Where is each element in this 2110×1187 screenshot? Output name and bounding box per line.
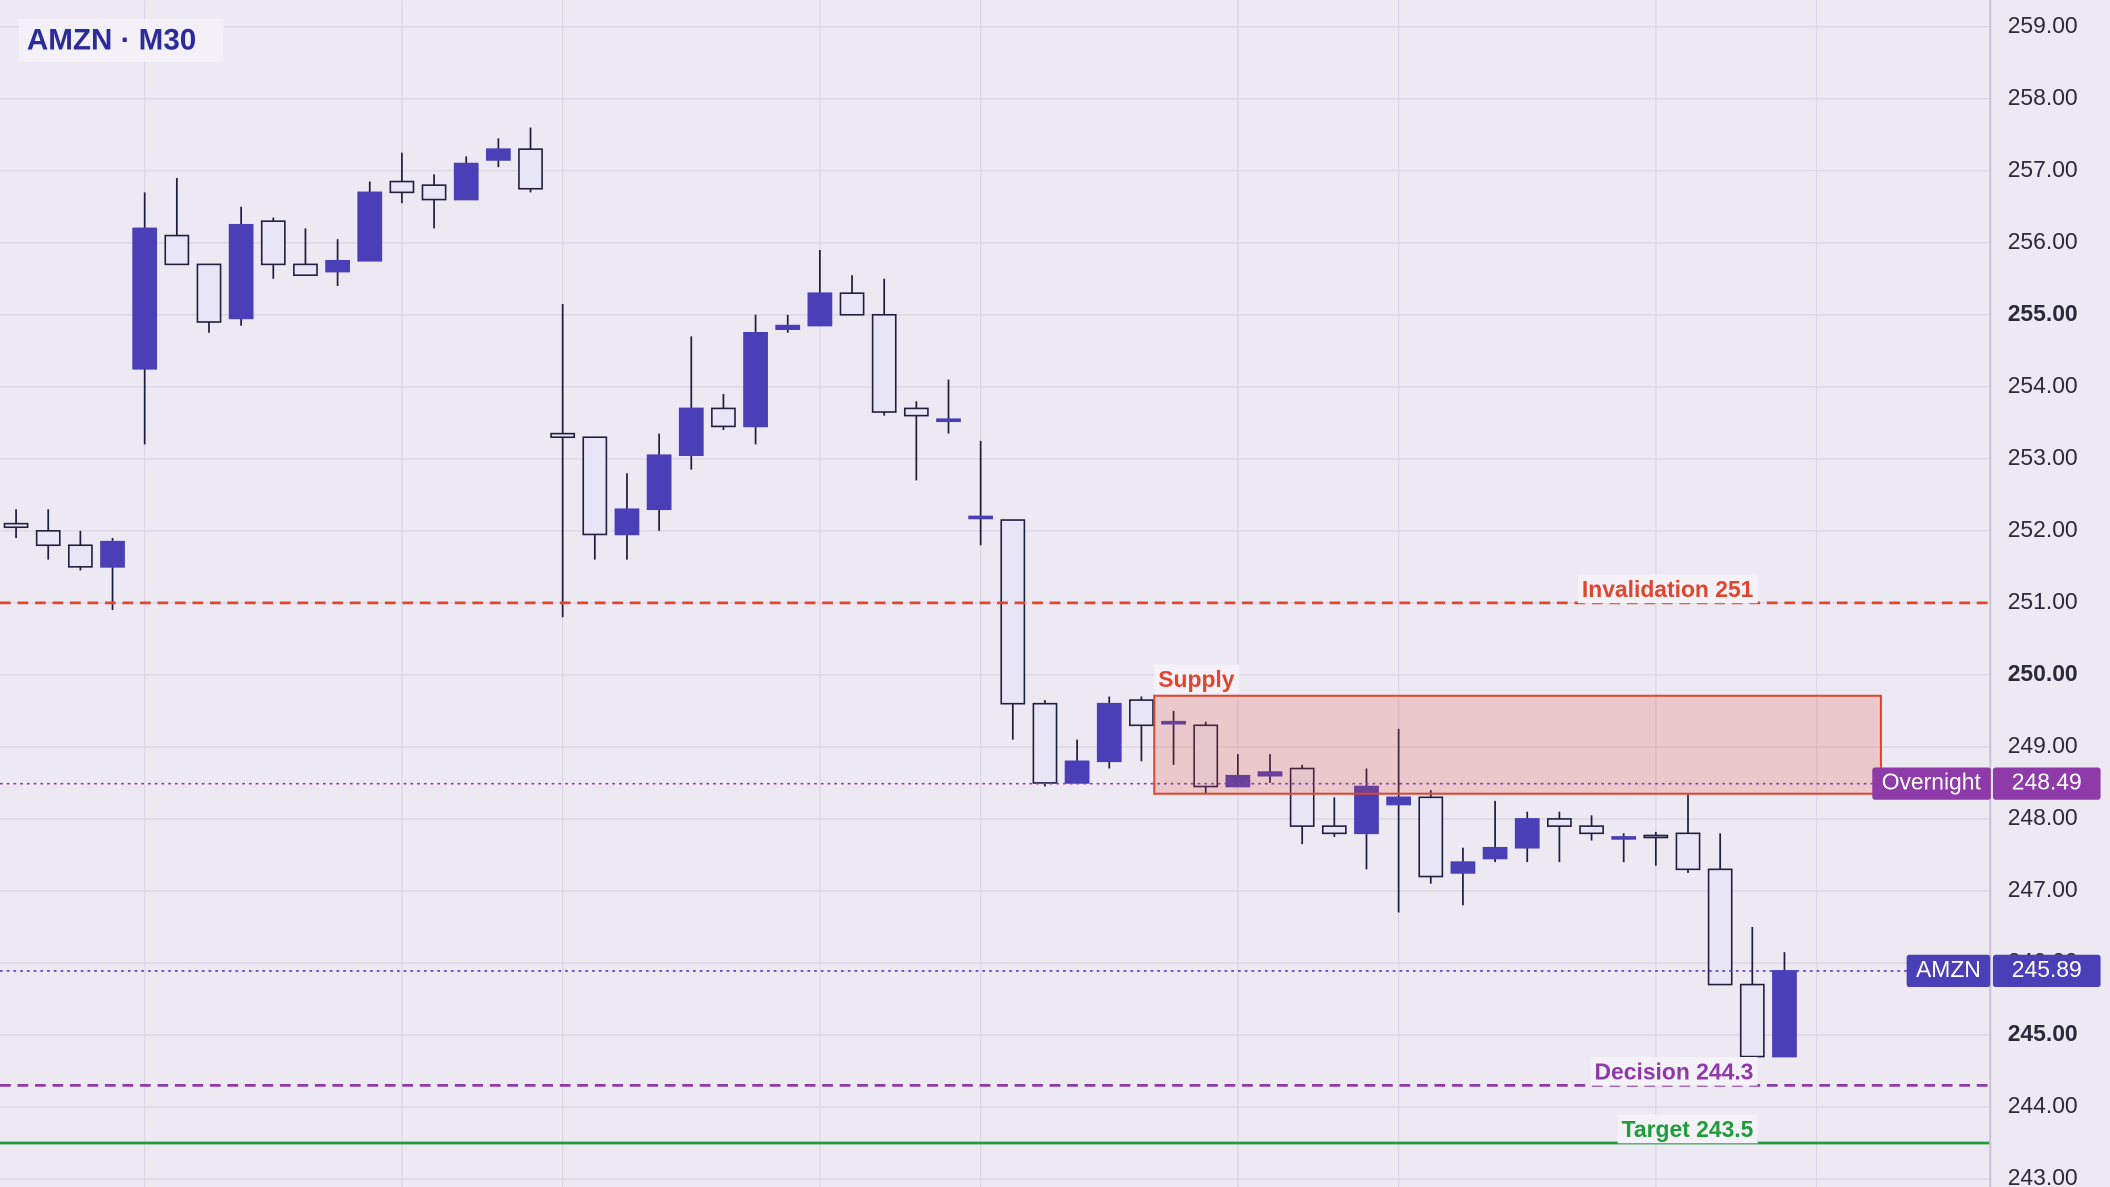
candle-body xyxy=(1579,825,1604,835)
y-tick-label: 252.00 xyxy=(2008,516,2078,542)
candle-body xyxy=(1161,720,1186,725)
candle-body xyxy=(100,540,125,568)
level-label: Decision 244.3 xyxy=(1595,1058,1754,1084)
candle-body xyxy=(550,432,576,439)
level-tag-bg xyxy=(1872,767,1991,800)
candle-body xyxy=(3,522,29,529)
candle-body xyxy=(293,263,318,276)
candle-body xyxy=(1193,724,1219,788)
candle-body xyxy=(1675,832,1701,871)
y-tick-label: 250.00 xyxy=(2008,660,2078,686)
price-tag: 248.49 xyxy=(2012,769,2082,795)
candle-body xyxy=(968,515,994,520)
y-tick-label: 258.00 xyxy=(2008,84,2078,110)
candle-body xyxy=(1000,519,1026,705)
candle-body xyxy=(67,544,93,568)
candle-body xyxy=(1707,868,1733,986)
candle-body xyxy=(1772,970,1797,1058)
y-tick-label: 259.00 xyxy=(2008,12,2078,38)
candle-body xyxy=(1386,796,1412,806)
candle-body xyxy=(1514,818,1540,849)
title-bg xyxy=(18,18,224,62)
candle-body xyxy=(132,227,158,370)
candle-body xyxy=(1739,983,1765,1058)
label-bg xyxy=(1154,664,1239,694)
candle-body xyxy=(325,259,350,273)
candle-body xyxy=(1129,699,1154,727)
candle-body xyxy=(743,331,768,428)
y-tick-label: 257.00 xyxy=(2008,156,2078,182)
level-tag: Overnight xyxy=(1882,769,1982,795)
candle-body xyxy=(1321,825,1347,835)
candle-body xyxy=(1482,846,1508,860)
y-tick-label: 253.00 xyxy=(2008,444,2078,470)
candle-body xyxy=(1225,774,1251,788)
y-tick-label: 243.00 xyxy=(2008,1164,2078,1187)
grid xyxy=(0,0,1991,1187)
label-bg xyxy=(1617,1114,1758,1144)
candle-body xyxy=(1450,861,1476,874)
chart-title: AMZN · M30 xyxy=(27,24,196,57)
candle-body xyxy=(646,454,672,511)
level-tag-bg xyxy=(1906,954,1991,988)
plot xyxy=(0,127,1991,1145)
candle-body xyxy=(1064,760,1090,784)
candle-body xyxy=(35,530,61,547)
y-tick-label: 256.00 xyxy=(2008,228,2078,254)
y-tick-label: 248.00 xyxy=(2008,804,2078,830)
candle-body xyxy=(1257,771,1283,777)
y-tick-label: 251.00 xyxy=(2008,588,2078,614)
candle-body xyxy=(389,180,415,194)
candle-body xyxy=(518,148,543,190)
candle-body xyxy=(1611,836,1637,840)
candle-body xyxy=(936,418,961,423)
price-tag-bg xyxy=(1992,954,2101,988)
candle-body xyxy=(871,313,897,413)
candle-body xyxy=(1032,702,1058,784)
candle-body xyxy=(164,234,190,266)
candle-body xyxy=(614,508,640,536)
candle-body xyxy=(357,191,383,262)
y-tick-label: 255.00 xyxy=(2008,300,2078,326)
candle-body xyxy=(228,223,254,320)
y-tick-label: 249.00 xyxy=(2008,732,2078,758)
level-label: Invalidation 251 xyxy=(1582,576,1754,602)
candle-body xyxy=(678,407,704,457)
candle-body xyxy=(1354,785,1379,835)
candle-body xyxy=(1547,818,1572,827)
candle-body xyxy=(807,292,833,327)
candle-body xyxy=(903,407,929,417)
y-tick-label: 247.00 xyxy=(2008,876,2078,902)
candle-body xyxy=(775,324,801,330)
supply-zone xyxy=(1153,694,1882,795)
candle-body xyxy=(1418,796,1444,878)
y-tick-label: 244.00 xyxy=(2008,1092,2078,1118)
candle-body xyxy=(421,184,447,201)
zone-label: Supply xyxy=(1158,666,1234,692)
candle-body xyxy=(485,148,511,161)
level-label: Target 243.5 xyxy=(1622,1116,1754,1142)
level-tag: AMZN xyxy=(1916,956,1981,982)
candle-body xyxy=(1643,834,1669,839)
candle-body xyxy=(711,407,736,428)
candle-body xyxy=(453,162,479,201)
candle-body xyxy=(260,220,286,266)
price-tag-bg xyxy=(1992,767,2101,800)
price-tag: 245.89 xyxy=(2012,956,2082,982)
annotations: Supply Invalidation 251 Decision 244.3 Targ… xyxy=(1154,574,2101,1144)
candle-body xyxy=(839,292,865,316)
candle-body xyxy=(582,436,608,536)
candle-body xyxy=(196,263,222,323)
candle-body xyxy=(1096,702,1122,763)
y-tick-label: 254.00 xyxy=(2008,372,2078,398)
label-bg xyxy=(1577,574,1758,604)
label-bg xyxy=(1590,1056,1758,1086)
y-tick-label: 245.00 xyxy=(2008,1020,2078,1046)
